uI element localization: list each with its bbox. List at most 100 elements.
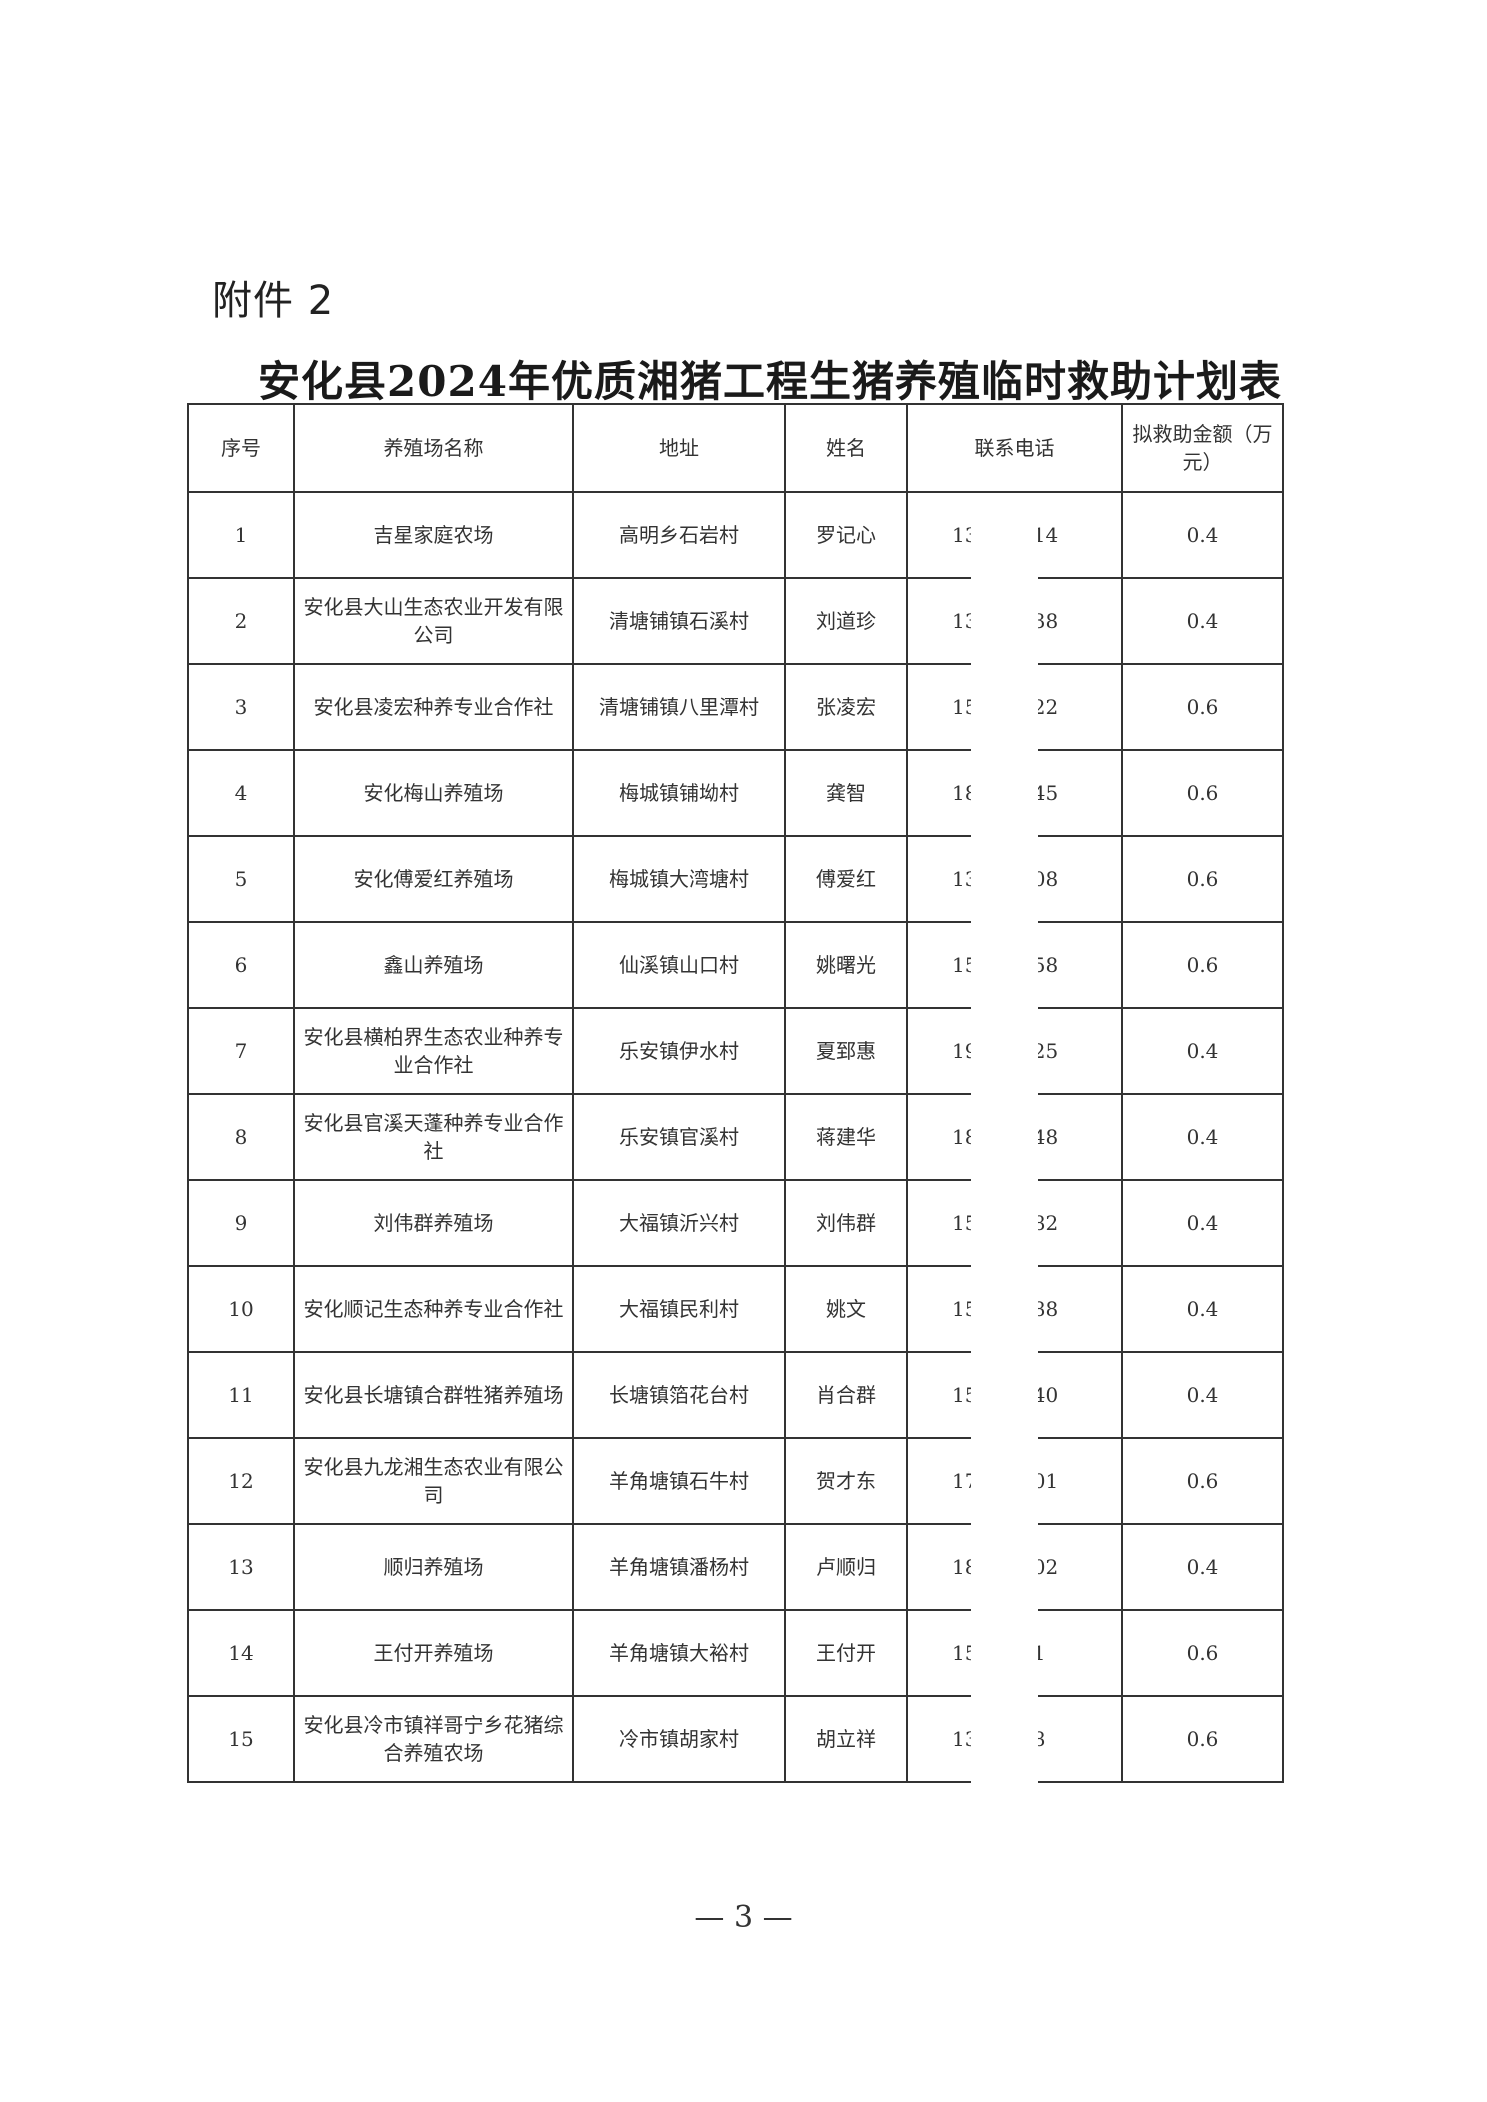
cell-address: 大福镇沂兴村 (572, 1179, 786, 1267)
cell-farm: 安化县官溪天蓬种养专业合作社 (293, 1093, 574, 1181)
cell-name: 肖合群 (784, 1351, 908, 1439)
cell-address: 乐安镇伊水村 (572, 1007, 786, 1095)
cell-no: 10 (187, 1265, 295, 1353)
cell-amount: 0.4 (1121, 1007, 1284, 1095)
cell-farm: 安化傅爱红养殖场 (293, 835, 574, 923)
cell-amount: 0.6 (1121, 921, 1284, 1009)
header-name: 姓名 (784, 403, 908, 493)
header-farm: 养殖场名称 (293, 403, 574, 493)
cell-address: 长塘镇箔花台村 (572, 1351, 786, 1439)
table-row: 11 安化县长塘镇合群牲猪养殖场 长塘镇箔花台村 肖合群 15 140 0.4 (187, 1351, 1284, 1439)
table-row: 9 刘伟群养殖场 大福镇沂兴村 刘伟群 15 782 0.4 (187, 1179, 1284, 1267)
cell-name: 刘道珍 (784, 577, 908, 665)
cell-name: 贺才东 (784, 1437, 908, 1525)
table-row: 1 吉星家庭农场 高明乡石岩村 罗记心 13 914 0.4 (187, 491, 1284, 579)
cell-amount: 0.4 (1121, 577, 1284, 665)
cell-no: 4 (187, 749, 295, 837)
cell-amount: 0.4 (1121, 491, 1284, 579)
cell-name: 姚曙光 (784, 921, 908, 1009)
cell-farm: 安化县九龙湘生态农业有限公司 (293, 1437, 574, 1525)
table-body: 1 吉星家庭农场 高明乡石岩村 罗记心 13 914 0.4 2 安化县大山生态农业开发有限公司… (187, 491, 1284, 1783)
cell-address: 清塘铺镇八里潭村 (572, 663, 786, 751)
cell-farm: 安化县冷市镇祥哥宁乡花猪综合养殖农场 (293, 1695, 574, 1783)
cell-no: 13 (187, 1523, 295, 1611)
cell-address: 仙溪镇山口村 (572, 921, 786, 1009)
cell-no: 6 (187, 921, 295, 1009)
relief-plan-table: 序号 养殖场名称 地址 姓名 联系电话 拟救助金额（万元） 1 吉星家庭农场 高明乡… (187, 403, 1284, 1783)
cell-name: 刘伟群 (784, 1179, 908, 1267)
header-address: 地址 (572, 403, 786, 493)
cell-no: 1 (187, 491, 295, 579)
table-row: 4 安化梅山养殖场 梅城镇铺坳村 龚智 18 645 0.6 (187, 749, 1284, 837)
cell-address: 冷市镇胡家村 (572, 1695, 786, 1783)
header-phone: 联系电话 (906, 403, 1123, 493)
cell-name: 张凌宏 (784, 663, 908, 751)
cell-name: 胡立祥 (784, 1695, 908, 1783)
cell-address: 羊角塘镇潘杨村 (572, 1523, 786, 1611)
cell-name: 傅爱红 (784, 835, 908, 923)
cell-amount: 0.6 (1121, 835, 1284, 923)
table-row: 6 鑫山养殖场 仙溪镇山口村 姚曙光 15 758 0.6 (187, 921, 1284, 1009)
table-row: 12 安化县九龙湘生态农业有限公司 羊角塘镇石牛村 贺才东 17 001 0.6 (187, 1437, 1284, 1525)
cell-address: 高明乡石岩村 (572, 491, 786, 579)
attachment-label: 附件 2 (212, 278, 335, 324)
cell-address: 羊角塘镇石牛村 (572, 1437, 786, 1525)
cell-no: 3 (187, 663, 295, 751)
cell-amount: 0.6 (1121, 749, 1284, 837)
cell-amount: 0.6 (1121, 663, 1284, 751)
cell-farm: 安化县大山生态农业开发有限公司 (293, 577, 574, 665)
cell-name: 罗记心 (784, 491, 908, 579)
cell-address: 梅城镇大湾塘村 (572, 835, 786, 923)
cell-address: 羊角塘镇大裕村 (572, 1609, 786, 1697)
cell-amount: 0.4 (1121, 1523, 1284, 1611)
cell-farm: 安化顺记生态种养专业合作社 (293, 1265, 574, 1353)
table-header-row: 序号 养殖场名称 地址 姓名 联系电话 拟救助金额（万元） (187, 403, 1284, 493)
cell-farm: 顺归养殖场 (293, 1523, 574, 1611)
cell-farm: 安化县横柏界生态农业种养专业合作社 (293, 1007, 574, 1095)
table-row: 14王付开养殖场羊角塘镇大裕村王付开15810.6 (187, 1609, 1284, 1697)
cell-name: 姚文 (784, 1265, 908, 1353)
cell-amount: 0.6 (1121, 1609, 1284, 1697)
table-row: 5 安化傅爱红养殖场 梅城镇大湾塘村 傅爱红 13 008 0.6 (187, 835, 1284, 923)
cell-farm: 刘伟群养殖场 (293, 1179, 574, 1267)
table-row: 2 安化县大山生态农业开发有限公司 清塘铺镇石溪村 刘道珍 13 538 0.4 (187, 577, 1284, 665)
table-row: 13 顺归养殖场 羊角塘镇潘杨村 卢顺归 18 302 0.4 (187, 1523, 1284, 1611)
page-number: — 3 — (694, 1900, 793, 1935)
cell-no: 14 (187, 1609, 295, 1697)
phone-redaction-strip (971, 494, 1038, 1812)
cell-no: 9 (187, 1179, 295, 1267)
cell-no: 8 (187, 1093, 295, 1181)
cell-address: 梅城镇铺坳村 (572, 749, 786, 837)
cell-address: 大福镇民利村 (572, 1265, 786, 1353)
cell-farm: 王付开养殖场 (293, 1609, 574, 1697)
cell-name: 龚智 (784, 749, 908, 837)
cell-address: 清塘铺镇石溪村 (572, 577, 786, 665)
table-row: 15安化县冷市镇祥哥宁乡花猪综合养殖农场冷市镇胡家村胡立祥138380.6 (187, 1695, 1284, 1783)
cell-farm: 吉星家庭农场 (293, 491, 574, 579)
cell-no: 2 (187, 577, 295, 665)
table-row: 7 安化县横柏界生态农业种养专业合作社 乐安镇伊水村 夏郅惠 19 625 0.4 (187, 1007, 1284, 1095)
cell-no: 12 (187, 1437, 295, 1525)
table-row: 3 安化县凌宏种养专业合作社 清塘铺镇八里潭村 张凌宏 15 122 0.6 (187, 663, 1284, 751)
cell-amount: 0.6 (1121, 1437, 1284, 1525)
table-row: 10 安化顺记生态种养专业合作社 大福镇民利村 姚文 15 388 0.4 (187, 1265, 1284, 1353)
header-no: 序号 (187, 403, 295, 493)
cell-no: 15 (187, 1695, 295, 1783)
cell-amount: 0.4 (1121, 1351, 1284, 1439)
cell-name: 卢顺归 (784, 1523, 908, 1611)
cell-no: 5 (187, 835, 295, 923)
cell-farm: 安化梅山养殖场 (293, 749, 574, 837)
cell-name: 王付开 (784, 1609, 908, 1697)
cell-name: 蒋建华 (784, 1093, 908, 1181)
cell-name: 夏郅惠 (784, 1007, 908, 1095)
cell-address: 乐安镇官溪村 (572, 1093, 786, 1181)
cell-amount: 0.4 (1121, 1265, 1284, 1353)
cell-farm: 安化县凌宏种养专业合作社 (293, 663, 574, 751)
document-title: 安化县2024年优质湘猪工程生猪养殖临时救助计划表 (258, 357, 1282, 406)
cell-no: 7 (187, 1007, 295, 1095)
table-row: 8 安化县官溪天蓬种养专业合作社 乐安镇官溪村 蒋建华 18 648 0.4 (187, 1093, 1284, 1181)
cell-farm: 安化县长塘镇合群牲猪养殖场 (293, 1351, 574, 1439)
cell-no: 11 (187, 1351, 295, 1439)
cell-amount: 0.6 (1121, 1695, 1284, 1783)
header-amount: 拟救助金额（万元） (1121, 403, 1284, 493)
